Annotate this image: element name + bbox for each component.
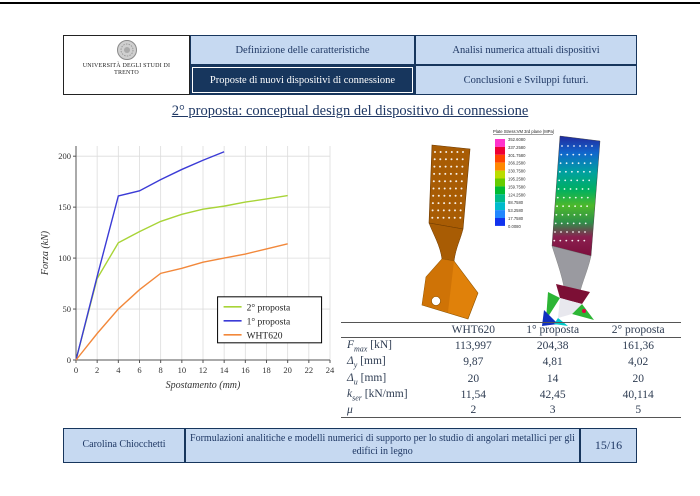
svg-text:24: 24 xyxy=(326,365,335,375)
svg-text:159.7580: 159.7580 xyxy=(508,184,526,189)
cad-model-orange xyxy=(416,141,498,327)
footer-thesis-title: Formulazioni analitiche e modelli numeri… xyxy=(185,428,580,463)
series-2°-proposta xyxy=(75,194,288,361)
table-cell: 20 xyxy=(632,372,644,385)
footer-page-number: 15/16 xyxy=(580,428,637,463)
cad-base-hole xyxy=(431,296,441,306)
table-cell: 11,54 xyxy=(460,389,487,402)
svg-text:352.6080: 352.6080 xyxy=(508,137,526,142)
university-name: UNIVERSITÀ DEGLI STUDI DI TRENTO xyxy=(82,63,171,77)
svg-text:0.0080: 0.0080 xyxy=(508,224,521,229)
svg-text:12: 12 xyxy=(199,365,208,375)
svg-text:50: 50 xyxy=(63,304,72,314)
svg-text:Plate Stress:VM 3rd plane (MPa: Plate Stress:VM 3rd plane (MPa) xyxy=(493,129,555,134)
svg-text:88.7580: 88.7580 xyxy=(508,200,524,205)
row-label: kser [kN/mm] xyxy=(347,387,408,403)
svg-text:16: 16 xyxy=(241,365,250,375)
footer-bar: Carolina Chiocchetti Formulazioni analit… xyxy=(63,428,637,463)
university-logo: UNIVERSITÀ DEGLI STUDI DI TRENTO xyxy=(63,35,190,95)
header-nav-table: UNIVERSITÀ DEGLI STUDI DI TRENTO Definizi… xyxy=(63,35,637,95)
svg-text:2: 2 xyxy=(95,365,99,375)
svg-text:200: 200 xyxy=(58,151,71,161)
table-cell: 204,38 xyxy=(536,340,569,353)
svg-text:20: 20 xyxy=(283,365,292,375)
svg-text:Spostamento (mm): Spostamento (mm) xyxy=(166,380,241,391)
fem-stress-model xyxy=(538,134,630,330)
svg-text:1° proposta: 1° proposta xyxy=(247,316,291,327)
svg-text:100: 100 xyxy=(58,253,71,263)
svg-text:WHT620: WHT620 xyxy=(247,331,283,341)
svg-text:2° proposta: 2° proposta xyxy=(247,302,291,313)
table-cell: 113,997 xyxy=(454,340,492,353)
table-cell: 2 xyxy=(436,403,510,419)
fem-plate xyxy=(551,135,601,257)
nav-analisi[interactable]: Analisi numerica attuali dispositivi xyxy=(415,35,637,65)
svg-text:337.2580: 337.2580 xyxy=(508,145,526,150)
fem-base-green-left xyxy=(546,292,560,320)
row-label: μ xyxy=(341,403,437,419)
nav-definizione[interactable]: Definizione delle caratteristiche xyxy=(190,35,415,65)
table-row: kser [kN/mm] 11,54 42,45 40,114 xyxy=(341,387,681,403)
table-col-header: 1° proposta xyxy=(509,322,596,338)
stress-color-scale: Plate Stress:VM 3rd plane (MPa) 352.6080 3… xyxy=(491,128,557,236)
row-label: Δu [mm] xyxy=(347,371,387,386)
nav-proposte-active[interactable]: Proposte di nuovi dispositivi di conness… xyxy=(190,65,415,95)
table-cell: 9,87 xyxy=(463,356,484,369)
svg-text:Forza (kN): Forza (kN) xyxy=(40,230,51,276)
svg-text:10: 10 xyxy=(178,365,187,375)
fem-base-center xyxy=(558,298,582,318)
university-seal-icon xyxy=(116,40,137,60)
table-row: Δy [mm] 9,87 4,81 4,02 xyxy=(341,354,681,370)
series-WHT620 xyxy=(75,243,288,361)
table-cell: 42,45 xyxy=(539,389,566,402)
svg-text:53.2580: 53.2580 xyxy=(508,208,524,213)
svg-text:301.7580: 301.7580 xyxy=(508,153,526,158)
cad-plate xyxy=(428,144,471,230)
table-col-header: 2° proposta xyxy=(595,322,681,338)
svg-text:8: 8 xyxy=(159,365,163,375)
table-cell: 161,36 xyxy=(622,340,655,353)
cad-waist xyxy=(428,222,464,262)
table-cell: 3 xyxy=(509,403,596,419)
force-displacement-chart: 0 2 4 6 8 10 12 14 16 18 20 22 24 0 50 100 150 200 Spostam… xyxy=(38,138,338,396)
footer-author: Carolina Chiocchetti xyxy=(63,428,185,463)
table-cell: 4,81 xyxy=(542,356,563,369)
table-cell: 40,114 xyxy=(622,389,654,402)
top-rule xyxy=(0,2,700,4)
table-col-header: WHT620 xyxy=(436,322,510,338)
fem-base-maroon xyxy=(556,284,590,304)
svg-text:14: 14 xyxy=(220,365,229,375)
svg-text:266.2580: 266.2580 xyxy=(508,161,526,166)
table-col-header xyxy=(341,322,437,338)
table-cell: 5 xyxy=(595,403,681,419)
svg-text:195.2580: 195.2580 xyxy=(508,177,526,182)
series-1°-proposta xyxy=(75,151,225,361)
table-row: Δu [mm] 20 14 20 xyxy=(341,371,681,387)
row-label: Δy [mm] xyxy=(347,355,386,370)
svg-text:4: 4 xyxy=(116,365,121,375)
row-label: Fmax [kN] xyxy=(347,339,392,354)
fem-base-hotspot xyxy=(582,309,586,313)
svg-text:17.7580: 17.7580 xyxy=(508,216,524,221)
svg-text:22: 22 xyxy=(305,365,314,375)
svg-text:18: 18 xyxy=(262,365,271,375)
svg-text:230.7580: 230.7580 xyxy=(508,169,526,174)
svg-text:6: 6 xyxy=(137,365,141,375)
table-row: Fmax [kN] 113,997 204,38 161,36 xyxy=(341,338,681,355)
svg-text:150: 150 xyxy=(58,202,71,212)
svg-text:0: 0 xyxy=(74,365,78,375)
table-cell: 14 xyxy=(546,372,559,385)
svg-text:124.2580: 124.2580 xyxy=(508,192,526,197)
slide-title: 2° proposta: conceptual design del dispo… xyxy=(171,103,529,119)
svg-text:0: 0 xyxy=(67,355,71,365)
table-cell: 4,02 xyxy=(628,356,649,369)
results-table: WHT620 1° proposta 2° proposta Fmax [kN] 113… xyxy=(341,322,681,419)
table-cell: 20 xyxy=(467,372,480,385)
nav-conclusioni[interactable]: Conclusioni e Sviluppi futuri. xyxy=(415,65,637,95)
